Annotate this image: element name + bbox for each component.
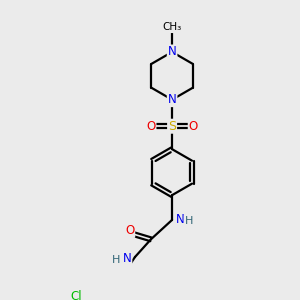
Text: O: O xyxy=(146,120,155,133)
Text: N: N xyxy=(168,93,176,106)
Text: CH₃: CH₃ xyxy=(163,22,182,32)
Text: O: O xyxy=(125,224,134,237)
Text: S: S xyxy=(168,120,176,133)
Text: N: N xyxy=(168,46,176,59)
Text: N: N xyxy=(176,213,184,226)
Text: H: H xyxy=(112,255,121,265)
Text: N: N xyxy=(123,252,131,265)
Text: Cl: Cl xyxy=(70,290,82,300)
Text: H: H xyxy=(185,216,193,226)
Text: O: O xyxy=(189,120,198,133)
